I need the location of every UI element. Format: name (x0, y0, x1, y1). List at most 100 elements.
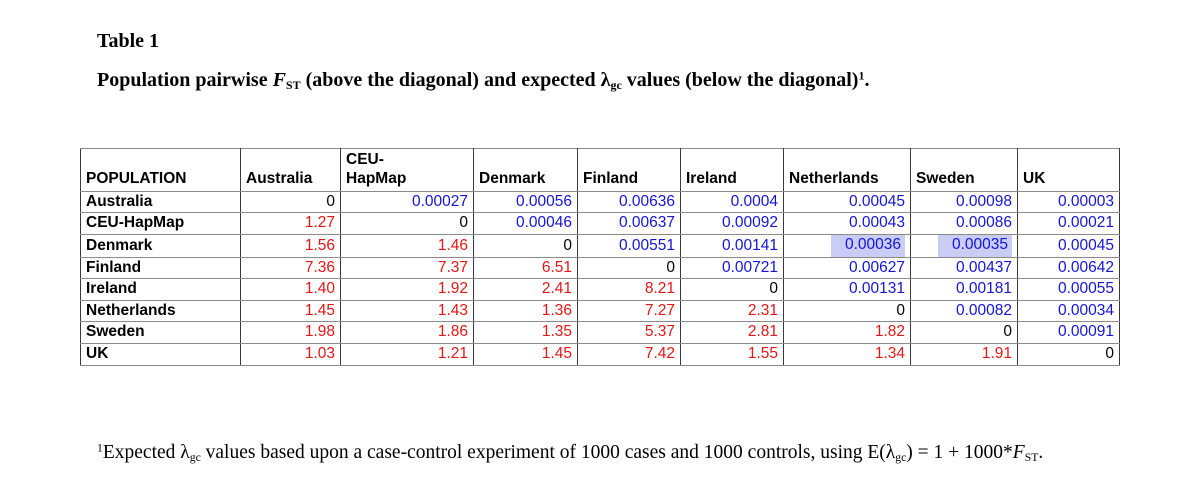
cell-finland-australia: 7.36 (240, 256, 341, 280)
pairwise-fst-lambda-table: POPULATION Australia CEU- HapMap Denmark Fin… (80, 148, 1120, 366)
caption-text-tail: values (below the diagonal) (621, 69, 859, 91)
table-footnote: 1Expected λgc values based upon a case-c… (97, 441, 1043, 465)
cell-sweden-denmark: 1.35 (473, 321, 578, 344)
cell-netherlands-netherlands: 0 (783, 299, 911, 323)
footnote-lambda-sub-2: gc (895, 450, 907, 464)
cell-ceu-hapmap-ireland: 0.00092 (680, 212, 784, 235)
footnote-f-subscript: ST (1024, 450, 1039, 464)
col-header-australia: Australia (240, 148, 341, 192)
cell-ceu-hapmap-sweden: 0.00086 (910, 212, 1018, 235)
caption-text-mid: (above the diagonal) and expected (300, 69, 601, 91)
cell-sweden-finland: 5.37 (577, 321, 681, 344)
table-row-denmark: Denmark 1.56 1.46 0 0.00551 0.00141 0.00036 0.0… (80, 234, 1120, 258)
col-header-uk: UK (1017, 148, 1120, 192)
caption-f-symbol: F (272, 69, 286, 91)
cell-uk-sweden: 1.91 (910, 342, 1018, 366)
cell-finland-uk: 0.00642 (1017, 256, 1120, 280)
caption-f-subscript: ST (285, 78, 301, 92)
col-header-ceu-hapmap: CEU- HapMap (340, 148, 474, 192)
cell-ceu-hapmap-netherlands: 0.00043 (783, 212, 911, 235)
cell-finland-ireland: 0.00721 (680, 256, 784, 280)
table-number-title: Table 1 (97, 30, 160, 52)
table-header-row: POPULATION Australia CEU- HapMap Denmark Fin… (80, 148, 1120, 192)
caption-lambda-subscript: gc (610, 78, 622, 92)
cell-australia-finland: 0.00636 (577, 190, 681, 214)
cell-uk-uk: 0 (1017, 342, 1120, 366)
cell-australia-denmark: 0.00056 (473, 190, 578, 214)
cell-denmark-netherlands: 0.00036 (783, 234, 911, 258)
footnote-text-4: . (1038, 442, 1044, 463)
cell-finland-ceu-hapmap: 7.37 (340, 256, 474, 280)
cell-sweden-netherlands: 1.82 (783, 321, 911, 344)
cell-netherlands-finland: 7.27 (577, 299, 681, 323)
cell-sweden-ireland: 2.81 (680, 321, 784, 344)
row-label-finland: Finland (80, 256, 241, 280)
table-row-ireland: Ireland 1.40 1.92 2.41 8.21 0 0.00131 0.00181 0.… (80, 278, 1120, 301)
footnote-text-3: ) = 1 + 1000* (906, 442, 1013, 463)
row-label-sweden: Sweden (80, 321, 241, 344)
cell-ceu-hapmap-ceu-hapmap: 0 (340, 212, 474, 235)
cell-ceu-hapmap-australia: 1.27 (240, 212, 341, 235)
cell-netherlands-sweden: 0.00082 (910, 299, 1018, 323)
footnote-lambda-sub-1: gc (189, 450, 201, 464)
footnote-f-symbol: F (1012, 442, 1025, 463)
footnote-lambda-1: λ (180, 442, 190, 463)
caption-lambda-symbol: λ (600, 69, 611, 91)
cell-netherlands-ireland: 2.31 (680, 299, 784, 323)
col-header-ireland: Ireland (680, 148, 784, 192)
cell-finland-sweden: 0.00437 (910, 256, 1018, 280)
cell-denmark-denmark: 0 (473, 234, 578, 258)
cell-uk-ceu-hapmap: 1.21 (340, 342, 474, 366)
cell-australia-ireland: 0.0004 (680, 190, 784, 214)
cell-ceu-hapmap-uk: 0.00021 (1017, 212, 1120, 235)
cell-netherlands-ceu-hapmap: 1.43 (340, 299, 474, 323)
cell-ceu-hapmap-finland: 0.00637 (577, 212, 681, 235)
footnote-text-1: Expected (102, 442, 181, 463)
col-header-denmark: Denmark (473, 148, 578, 192)
col-header-sweden: Sweden (910, 148, 1018, 192)
cell-netherlands-uk: 0.00034 (1017, 299, 1120, 323)
cell-uk-netherlands: 1.34 (783, 342, 911, 366)
cell-ireland-denmark: 2.41 (473, 278, 578, 301)
cell-denmark-uk: 0.00045 (1017, 234, 1120, 258)
col-header-netherlands: Netherlands (783, 148, 911, 192)
row-label-australia: Australia (80, 190, 241, 214)
cell-denmark-ceu-hapmap: 1.46 (340, 234, 474, 258)
cell-australia-netherlands: 0.00045 (783, 190, 911, 214)
cell-australia-sweden: 0.00098 (910, 190, 1018, 214)
cell-denmark-australia: 1.56 (240, 234, 341, 258)
cell-ireland-sweden: 0.00181 (910, 278, 1018, 301)
caption-text-lead: Population pairwise (97, 69, 273, 91)
cell-ireland-uk: 0.00055 (1017, 278, 1120, 301)
cell-ireland-netherlands: 0.00131 (783, 278, 911, 301)
cell-ireland-australia: 1.40 (240, 278, 341, 301)
highlighted-value: 0.00035 (937, 235, 1012, 257)
cell-uk-finland: 7.42 (577, 342, 681, 366)
cell-denmark-sweden: 0.00035 (910, 234, 1018, 258)
caption-footnote-ref: 1 (858, 68, 865, 83)
caption-period: . (864, 69, 870, 91)
cell-uk-ireland: 1.55 (680, 342, 784, 366)
cell-finland-finland: 0 (577, 256, 681, 280)
cell-ceu-hapmap-denmark: 0.00046 (473, 212, 578, 235)
highlighted-value: 0.00036 (830, 235, 905, 257)
col-header-population: POPULATION (80, 148, 241, 192)
cell-uk-denmark: 1.45 (473, 342, 578, 366)
table-row-uk: UK 1.03 1.21 1.45 7.42 1.55 1.34 1.91 0 (80, 342, 1120, 366)
cell-sweden-australia: 1.98 (240, 321, 341, 344)
table-row-sweden: Sweden 1.98 1.86 1.35 5.37 2.81 1.82 0 0.00091 (80, 321, 1120, 344)
table-row-finland: Finland 7.36 7.37 6.51 0 0.00721 0.00627 0.0043… (80, 256, 1120, 280)
row-label-ireland: Ireland (80, 278, 241, 301)
cell-finland-denmark: 6.51 (473, 256, 578, 280)
cell-denmark-finland: 0.00551 (577, 234, 681, 258)
table-row-ceu-hapmap: CEU-HapMap 1.27 0 0.00046 0.00637 0.00092 0.00… (80, 212, 1120, 235)
cell-ireland-ireland: 0 (680, 278, 784, 301)
table-row-netherlands: Netherlands 1.45 1.43 1.36 7.27 2.31 0 0.00082 0… (80, 299, 1120, 323)
cell-australia-ceu-hapmap: 0.00027 (340, 190, 474, 214)
footnote-ref-marker: 1 (97, 441, 103, 455)
row-label-ceu-hapmap: CEU-HapMap (80, 212, 241, 235)
cell-sweden-sweden: 0 (910, 321, 1018, 344)
cell-australia-australia: 0 (240, 190, 341, 214)
row-label-netherlands: Netherlands (80, 299, 241, 323)
row-label-denmark: Denmark (80, 234, 241, 258)
